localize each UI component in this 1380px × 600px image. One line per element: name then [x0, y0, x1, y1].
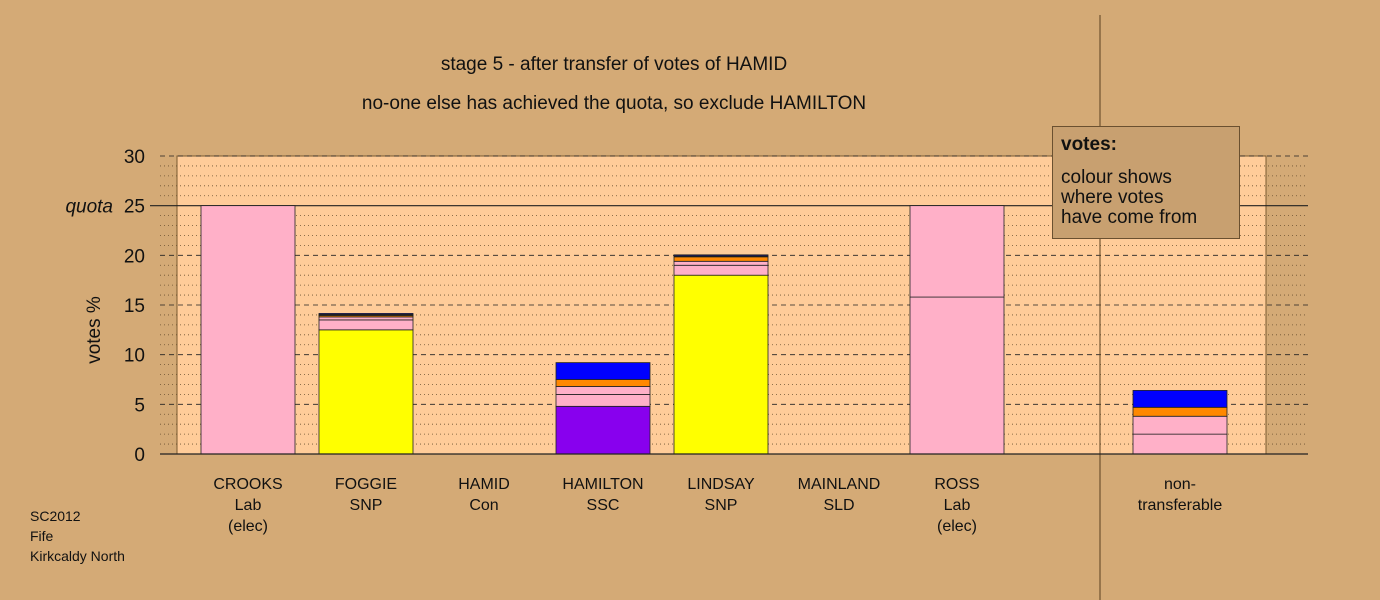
bar-segment — [1132, 406, 1228, 417]
bar-segment — [555, 386, 651, 395]
y-axis-label: votes % — [84, 296, 105, 364]
legend-line: where votes — [1061, 187, 1164, 208]
bar-segment — [200, 205, 296, 455]
category-party: SNP — [705, 497, 738, 514]
bar-segment — [318, 319, 414, 331]
bar-segment — [673, 274, 769, 455]
y-tick-label: 20 — [124, 246, 145, 267]
bar-segment — [673, 254, 769, 257]
category-name: CROOKS — [213, 476, 282, 493]
bar-segment — [555, 405, 651, 455]
category-name: HAMID — [458, 476, 510, 493]
bar-segment — [555, 379, 651, 387]
bar-segment — [318, 316, 414, 321]
bar-segment — [909, 205, 1005, 298]
legend-line: colour shows — [1061, 167, 1172, 188]
category-party: Lab — [944, 497, 971, 514]
category-party: Lab — [235, 497, 262, 514]
category-party: SLD — [823, 497, 854, 514]
bar-segment — [673, 260, 769, 266]
chart-title: stage 5 - after transfer of votes of HAM… — [440, 54, 788, 75]
category-party: Con — [469, 497, 498, 514]
y-tick-label: 30 — [124, 147, 145, 168]
y-tick-label: 10 — [124, 346, 145, 367]
category-name: ROSS — [934, 476, 979, 493]
category-name: FOGGIE — [335, 476, 397, 493]
y-tick-label: 5 — [134, 395, 145, 416]
legend-box: votes: colour shows where votes have com… — [1052, 126, 1240, 239]
bar-segment — [909, 296, 1005, 455]
bar-segment — [318, 313, 414, 315]
category-party: SSC — [587, 497, 620, 514]
category-name: non- — [1164, 476, 1196, 493]
category-name: MAINLAND — [798, 476, 881, 493]
y-tick-label: 0 — [134, 445, 145, 466]
y-tick-label: 15 — [124, 296, 145, 317]
category-name: HAMILTON — [562, 476, 643, 493]
quota-label: quota — [65, 197, 113, 218]
source-line-council: Fife — [30, 528, 54, 544]
bar-segment — [673, 256, 769, 262]
source-line-year: SC2012 — [30, 508, 81, 524]
bar-segment — [673, 264, 769, 276]
y-tick-label: 25 — [124, 197, 145, 218]
bar-segment — [555, 393, 651, 407]
category-name: LINDSAY — [687, 476, 755, 493]
bar-segment — [1132, 433, 1228, 455]
category-note: (elec) — [937, 518, 977, 535]
bar-segment — [318, 329, 414, 455]
bar-segment — [555, 362, 651, 380]
legend-line: have come from — [1061, 207, 1198, 228]
chart-subtitle: no-one else has achieved the quota, so e… — [361, 93, 867, 114]
category-party: SNP — [350, 497, 383, 514]
source-line-ward: Kirkcaldy North — [30, 548, 125, 564]
bar-segment — [1132, 415, 1228, 435]
bar-segment — [1132, 390, 1228, 408]
legend-title: votes: — [1061, 134, 1117, 155]
category-party: transferable — [1138, 497, 1223, 514]
category-note: (elec) — [228, 518, 268, 535]
